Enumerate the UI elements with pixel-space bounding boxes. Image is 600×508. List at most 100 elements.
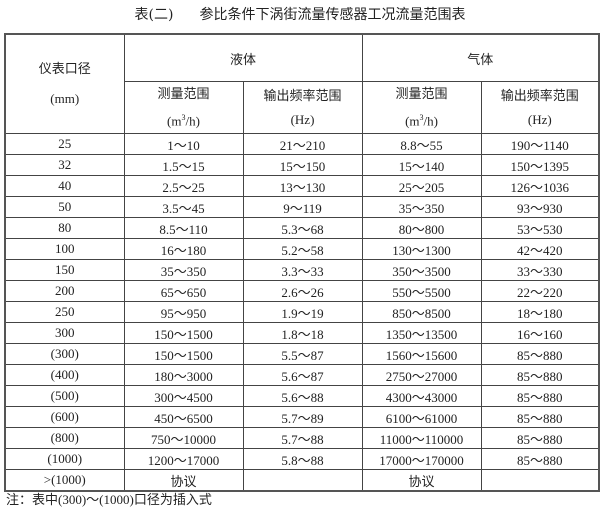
- cell-liquid-freq: 13～130: [242, 175, 363, 198]
- table-row: 200 65～650 2.6～26 550～5500 22～220: [4, 280, 600, 303]
- header-diameter: 仪表口径 (mm): [4, 33, 125, 135]
- header-gas: 气体: [361, 33, 600, 82]
- unit-part: (m: [405, 113, 420, 129]
- cell-liquid-freq: 1.8～18: [242, 322, 363, 345]
- cell-gas-range: 850～8500: [361, 301, 482, 324]
- cell-gas-range: 11000～110000: [361, 427, 482, 450]
- unit-part: /h): [185, 113, 200, 129]
- cell-liquid-freq: 9～119: [242, 196, 363, 219]
- table-title: 表(二) 参比条件下涡街流量传感器工况流量范围表: [0, 4, 600, 24]
- table-row: 80 8.5～110 5.3～68 80～800 53～530: [4, 217, 600, 240]
- cell-gas-freq: 85～880: [480, 385, 600, 408]
- cell-diameter: 50: [4, 196, 125, 219]
- cell-liquid-range: 协议: [123, 469, 244, 492]
- cell-gas-range: 8.8～55: [361, 133, 482, 156]
- cell-liquid-range: 150～1500: [123, 343, 244, 366]
- cell-liquid-freq: 15～150: [242, 154, 363, 177]
- header-liquid: 液体: [123, 33, 363, 82]
- cell-gas-freq: 85～880: [480, 427, 600, 450]
- table-row: 250 95～950 1.9～19 850～8500 18～180: [4, 301, 600, 324]
- table-row: (1000) 1200～17000 5.8～88 17000～170000 85～880: [4, 448, 600, 471]
- cell-gas-freq: 85～880: [480, 364, 600, 387]
- range-unit: (m3/h): [125, 106, 243, 133]
- unit-sup: 3: [419, 113, 424, 122]
- cell-diameter: 25: [4, 133, 125, 156]
- table-row: (300) 150～1500 5.5～87 1560～15600 85～880: [4, 343, 600, 366]
- cell-diameter: (500): [4, 385, 125, 408]
- cell-liquid-range: 750～10000: [123, 427, 244, 450]
- cell-liquid-freq: 1.9～19: [242, 301, 363, 324]
- cell-gas-freq: 42～420: [480, 238, 600, 261]
- table-row: (800) 750～10000 5.7～88 11000～110000 85～880: [4, 427, 600, 450]
- cell-diameter: 100: [4, 238, 125, 261]
- cell-liquid-freq: 5.3～68: [242, 217, 363, 240]
- table-number: 表(二): [134, 7, 174, 23]
- cell-liquid-range: 2.5～25: [123, 175, 244, 198]
- table-row: >(1000) 协议 协议: [4, 469, 600, 492]
- cell-liquid-freq: 21～210: [242, 133, 363, 156]
- cell-liquid-range: 8.5～110: [123, 217, 244, 240]
- freq-unit: (Hz): [290, 111, 315, 127]
- cell-gas-range: 2750～27000: [361, 364, 482, 387]
- cell-liquid-range: 3.5～45: [123, 196, 244, 219]
- table-row: 50 3.5～45 9～119 35～350 93～930: [4, 196, 600, 219]
- cell-liquid-freq: 5.8～88: [242, 448, 363, 471]
- cell-gas-freq: 150～1395: [480, 154, 600, 177]
- cell-liquid-range: 65～650: [123, 280, 244, 303]
- unit-sup: 3: [181, 113, 186, 122]
- table-row: (600) 450～6500 5.7～89 6100～61000 85～880: [4, 406, 600, 429]
- cell-liquid-freq: 2.6～26: [242, 280, 363, 303]
- table-row: 100 16～180 5.2～58 130～1300 42～420: [4, 238, 600, 261]
- freq-unit: (Hz): [527, 111, 552, 127]
- cell-gas-range: 80～800: [361, 217, 482, 240]
- cell-diameter: (1000): [4, 448, 125, 471]
- cell-gas-freq: 85～880: [480, 343, 600, 366]
- cell-diameter: >(1000): [4, 469, 125, 492]
- table-note: 注：表中(300)～(1000)口径为插入式: [6, 492, 212, 507]
- cell-diameter: 250: [4, 301, 125, 324]
- cell-diameter: 40: [4, 175, 125, 198]
- cell-liquid-range: 1200～17000: [123, 448, 244, 471]
- freq-label: 输出频率范围: [263, 87, 342, 103]
- header-liquid-range: 测量范围 (m3/h): [123, 80, 244, 135]
- cell-gas-freq: 33～330: [480, 259, 600, 282]
- table-row: (500) 300～4500 5.6～88 4300～43000 85～880: [4, 385, 600, 408]
- cell-gas-freq: 18～180: [480, 301, 600, 324]
- cell-diameter: 200: [4, 280, 125, 303]
- header-gas-freq: 输出频率范围 (Hz): [480, 80, 600, 135]
- cell-gas-range: 550～5500: [361, 280, 482, 303]
- cell-liquid-range: 1～10: [123, 133, 244, 156]
- cell-gas-range: 1560～15600: [361, 343, 482, 366]
- cell-liquid-freq: 5.2～58: [242, 238, 363, 261]
- table-row: (400) 180～3000 5.6～87 2750～27000 85～880: [4, 364, 600, 387]
- cell-gas-freq: 190～1140: [480, 133, 600, 156]
- cell-gas-range: 协议: [361, 469, 482, 492]
- freq-label: 输出频率范围: [500, 87, 579, 103]
- unit-part: (m: [167, 113, 182, 129]
- cell-gas-range: 130～1300: [361, 238, 482, 261]
- cell-diameter: 150: [4, 259, 125, 282]
- cell-diameter: 300: [4, 322, 125, 345]
- table-row: 40 2.5～25 13～130 25～205 126～1036: [4, 175, 600, 198]
- header-liquid-freq: 输出频率范围 (Hz): [242, 80, 363, 135]
- table-row: 300 150～1500 1.8～18 1350～13500 16～160: [4, 322, 600, 345]
- cell-gas-freq: 16～160: [480, 322, 600, 345]
- flow-range-table: 仪表口径 (mm) 液体 气体 测量范围 (m3/h) 输出频率范围 (Hz) 测量…: [4, 33, 600, 493]
- cell-liquid-freq: 5.5～87: [242, 343, 363, 366]
- cell-liquid-range: 95～950: [123, 301, 244, 324]
- unit-part: /h): [423, 113, 438, 129]
- cell-liquid-range: 180～3000: [123, 364, 244, 387]
- header-gas-range: 测量范围 (m3/h): [361, 80, 482, 135]
- table-row: 25 1～10 21～210 8.8～55 190～1140: [4, 133, 600, 156]
- range-label: 测量范围: [157, 86, 210, 101]
- cell-gas-range: 25～205: [361, 175, 482, 198]
- cell-diameter: (800): [4, 427, 125, 450]
- table-row: 32 1.5～15 15～150 15～140 150～1395: [4, 154, 600, 177]
- range-label: 测量范围: [395, 86, 448, 101]
- cell-gas-freq: 93～930: [480, 196, 600, 219]
- cell-liquid-range: 35～350: [123, 259, 244, 282]
- cell-liquid-range: 450～6500: [123, 406, 244, 429]
- range-unit: (m3/h): [363, 106, 481, 133]
- table-caption: 参比条件下涡街流量传感器工况流量范围表: [199, 7, 466, 23]
- cell-liquid-freq: 5.7～88: [242, 427, 363, 450]
